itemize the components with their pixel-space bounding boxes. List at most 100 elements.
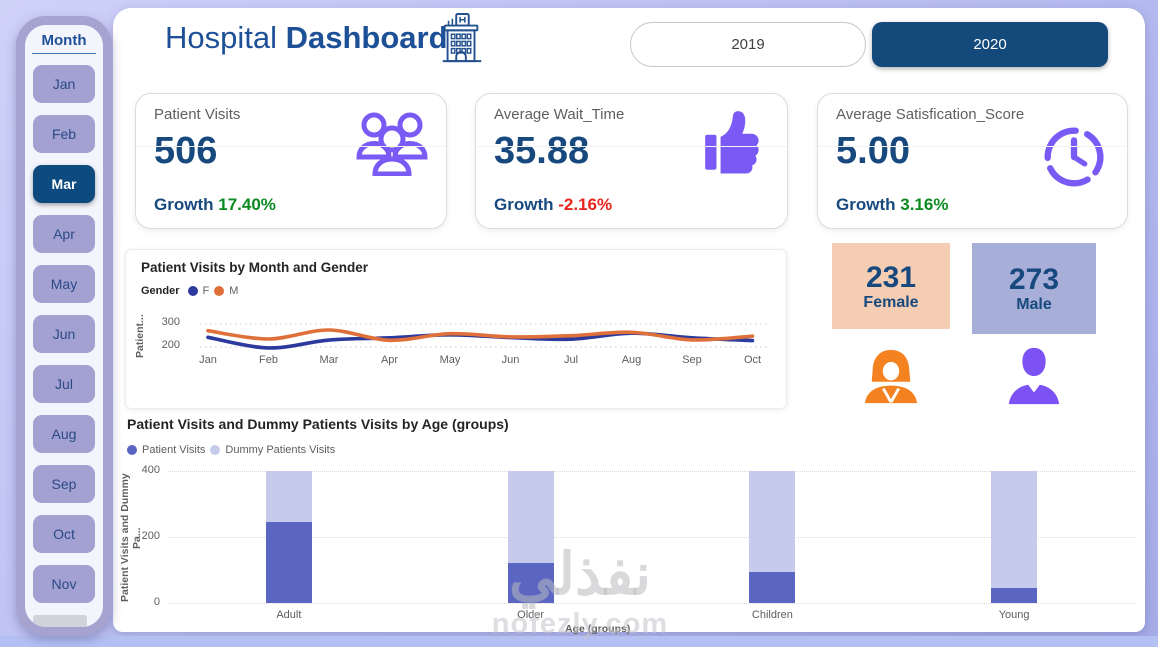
female-icon bbox=[859, 347, 923, 410]
hospital-building-icon bbox=[437, 12, 487, 71]
gender-legend: Gender F M bbox=[141, 285, 238, 297]
legend-item-dummy-patients-visits[interactable]: Dummy Patients Visits bbox=[225, 444, 336, 456]
title-underline bbox=[32, 53, 96, 54]
line-xtick-may: May bbox=[439, 354, 461, 366]
bar-patient-older[interactable] bbox=[507, 563, 554, 603]
line-xtick-oct: Oct bbox=[743, 354, 762, 366]
bar-gridline-400 bbox=[168, 471, 1135, 472]
bar-dummy-children[interactable] bbox=[749, 471, 796, 573]
kpi-label: Average Satisfication_Score bbox=[836, 106, 1025, 123]
thumb-up-icon bbox=[699, 106, 773, 185]
bar-category-older: Older bbox=[517, 609, 545, 621]
kpi-growth: Growth 3.16% bbox=[836, 195, 948, 215]
bar-patient-children[interactable] bbox=[749, 572, 796, 603]
male-label: Male bbox=[1016, 296, 1052, 313]
month-button-sep[interactable]: Sep bbox=[33, 465, 95, 503]
bar-chart-title: Patient Visits and Dummy Patients Visits… bbox=[127, 416, 509, 432]
bar-dummy-young[interactable] bbox=[991, 471, 1038, 588]
legend-dot-M bbox=[214, 286, 225, 296]
line-xtick-jul: Jul bbox=[563, 354, 579, 366]
month-list-overflow-stub[interactable] bbox=[33, 615, 87, 627]
month-slicer-title: Month bbox=[41, 32, 87, 49]
line-xtick-mar: Mar bbox=[319, 354, 339, 366]
kpi-growth: Growth -2.16% bbox=[494, 195, 612, 215]
month-list: Jan Feb Mar Apr May Jun Jul Aug Sep Oct Nov bbox=[25, 65, 103, 627]
month-button-oct[interactable]: Oct bbox=[33, 515, 95, 553]
male-count: 273 bbox=[1008, 263, 1060, 296]
month-button-apr[interactable]: Apr bbox=[33, 215, 95, 253]
kpi-growth-label: Growth bbox=[494, 195, 554, 214]
line-ytick-300: 300 bbox=[161, 316, 180, 328]
page-title: Hospital Dashboard bbox=[165, 20, 448, 56]
bar-gridline-0 bbox=[168, 603, 1135, 604]
line-xtick-jan: Jan bbox=[199, 354, 217, 366]
bar-dummy-older[interactable] bbox=[507, 471, 554, 564]
bar-chart-xlabel: Age (groups) bbox=[565, 623, 631, 635]
month-button-mar[interactable]: Mar bbox=[33, 165, 95, 203]
bar-ytick-200: 200 bbox=[141, 530, 160, 542]
page-title-regular: Hospital bbox=[165, 20, 277, 55]
month-button-jan[interactable]: Jan bbox=[33, 65, 95, 103]
month-button-may[interactable]: May bbox=[33, 265, 95, 303]
month-button-jun[interactable]: Jun bbox=[33, 315, 95, 353]
line-xtick-jun: Jun bbox=[501, 354, 520, 366]
kpi-growth-label: Growth bbox=[836, 195, 896, 214]
bar-category-children: Children bbox=[751, 609, 793, 621]
line-ytick-200: 200 bbox=[161, 339, 180, 351]
female-summary-card: 231 Female bbox=[832, 243, 950, 329]
bar-chart-plot: 400 200 0 Adult Older Children Young bbox=[130, 412, 1135, 622]
month-button-nov[interactable]: Nov bbox=[33, 565, 95, 603]
bar-patient-young[interactable] bbox=[991, 587, 1038, 603]
kpi-value: 35.88 bbox=[494, 130, 590, 172]
kpi-card-average-satisfication-score: Average Satisfication_Score 5.00 Growth 3.… bbox=[817, 93, 1128, 229]
bar-chart-legend: Patient Visits Dummy Patients Visits bbox=[127, 444, 335, 456]
kpi-value: 5.00 bbox=[836, 130, 910, 172]
legend-item-patient-visits[interactable]: Patient Visits bbox=[142, 444, 206, 456]
legend-dot-F bbox=[187, 286, 198, 296]
line-chart-ylabel: Patient... bbox=[134, 314, 146, 358]
month-button-aug[interactable]: Aug bbox=[33, 415, 95, 453]
bar-ytick-0: 0 bbox=[153, 596, 160, 608]
kpi-label: Average Wait_Time bbox=[494, 106, 625, 123]
month-slicer-panel: Month Jan Feb Mar Apr May Jun Jul Aug Sep Oct Nov bbox=[16, 16, 112, 636]
male-icon bbox=[1004, 346, 1064, 411]
year-button-2019[interactable]: 2019 bbox=[630, 22, 866, 67]
female-count: 231 bbox=[865, 260, 917, 294]
bar-category-young: Young bbox=[998, 609, 1030, 621]
line-chart-card: Patient Visits by Month and Gender Gende… bbox=[125, 249, 787, 409]
kpi-growth-label: Growth bbox=[154, 195, 214, 214]
line-xtick-sep: Sep bbox=[682, 354, 702, 366]
legend-dot-dummy-patients-visits bbox=[210, 445, 221, 455]
bar-patient-adult[interactable] bbox=[265, 522, 312, 603]
bar-dummy-adult[interactable] bbox=[265, 471, 312, 523]
bar-category-adult: Adult bbox=[276, 609, 302, 621]
background-strip bbox=[0, 636, 1158, 647]
bar-gridline-200 bbox=[168, 537, 1135, 538]
year-button-2020[interactable]: 2020 bbox=[872, 22, 1108, 67]
kpi-card-patient-visits: Patient Visits 506 Growth 17.40% bbox=[135, 93, 447, 229]
line-xtick-feb: Feb bbox=[259, 354, 278, 366]
page-title-bold: Dashboard bbox=[285, 20, 448, 55]
legend-item-F[interactable]: F bbox=[202, 285, 210, 297]
line-xtick-aug: Aug bbox=[621, 354, 642, 366]
female-label: Female bbox=[863, 293, 919, 311]
line-xtick-apr: Apr bbox=[380, 354, 399, 366]
line-chart-plot bbox=[200, 323, 769, 350]
kpi-growth-value: 3.16% bbox=[900, 195, 949, 214]
legend-title: Gender bbox=[141, 285, 180, 297]
kpi-growth: Growth 17.40% bbox=[154, 195, 276, 215]
kpi-growth-value: 17.40% bbox=[218, 195, 276, 214]
kpi-growth-value: -2.16% bbox=[558, 195, 613, 214]
kpi-value: 506 bbox=[154, 130, 218, 172]
bar-ytick-400: 400 bbox=[141, 464, 160, 476]
legend-item-M[interactable]: M bbox=[229, 285, 239, 297]
clock-icon bbox=[1035, 118, 1113, 201]
month-button-jul[interactable]: Jul bbox=[33, 365, 95, 403]
people-group-icon bbox=[352, 106, 432, 181]
line-chart-title: Patient Visits by Month and Gender bbox=[141, 260, 369, 275]
kpi-card-average-wait-time: Average Wait_Time 35.88 Growth -2.16% bbox=[475, 93, 788, 229]
month-button-feb[interactable]: Feb bbox=[33, 115, 95, 153]
kpi-label: Patient Visits bbox=[154, 106, 241, 123]
legend-dot-patient-visits bbox=[127, 445, 137, 455]
